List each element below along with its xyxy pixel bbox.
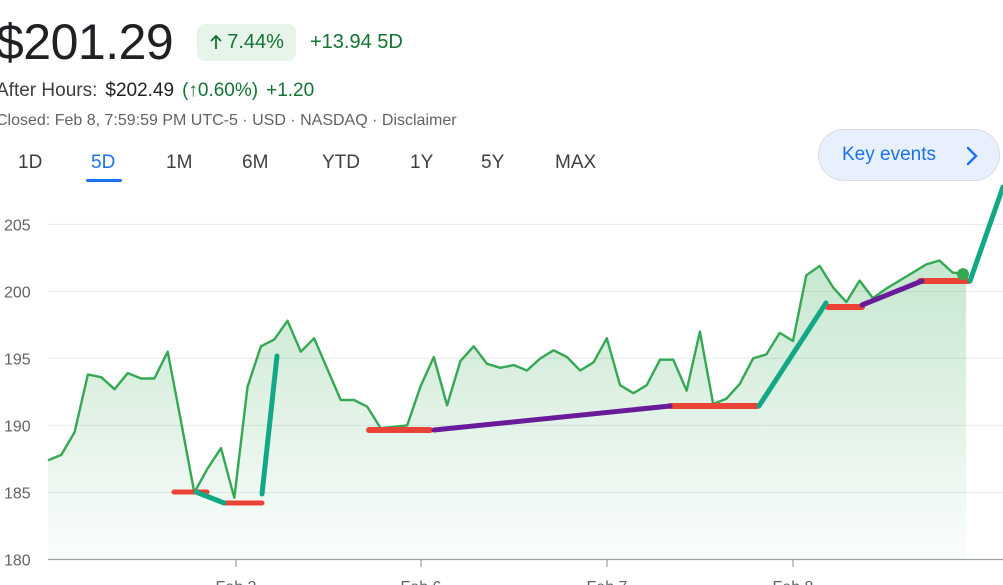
teal-move-marker bbox=[756, 300, 829, 409]
teal-move-marker bbox=[967, 184, 1003, 284]
tab-1y[interactable]: 1Y bbox=[410, 152, 434, 173]
x-tick-label: Feb 2 bbox=[216, 579, 257, 585]
y-tick-label: 200 bbox=[4, 284, 31, 301]
y-axis-ticks: 180 185 190 195 200 205 bbox=[4, 217, 31, 569]
current-price-dot bbox=[957, 268, 969, 281]
x-tick-label: Feb 8 bbox=[773, 579, 814, 585]
y-tick-label: 195 bbox=[4, 351, 31, 368]
market-status-line: Closed: Feb 8, 7:59:59 PM UTC-5 · USD · … bbox=[0, 112, 457, 129]
after-hours-row: After Hours: $202.49 (↑0.60%) +1.20 bbox=[0, 80, 314, 102]
purple-trend-marker bbox=[859, 278, 925, 308]
change-percent: 7.44% bbox=[227, 30, 284, 53]
after-hours-price: $202.49 bbox=[105, 80, 175, 101]
arrow-up-icon bbox=[210, 34, 222, 49]
key-events-label: Key events bbox=[842, 144, 936, 165]
teal-move-marker bbox=[193, 489, 227, 506]
purple-trend-marker bbox=[431, 403, 673, 433]
x-tick-label: Feb 6 bbox=[401, 579, 442, 585]
after-hours-label: After Hours: bbox=[0, 80, 98, 101]
x-axis-ticks: Feb 2 Feb 6 Feb 7 Feb 8 bbox=[216, 560, 814, 585]
key-events-button[interactable]: Key events bbox=[818, 129, 1000, 181]
change-percent-badge: 7.44% bbox=[197, 23, 296, 61]
y-tick-label: 180 bbox=[4, 553, 31, 570]
tab-1m[interactable]: 1M bbox=[166, 152, 193, 173]
tab-max[interactable]: MAX bbox=[555, 152, 597, 173]
after-hours-change: +1.20 bbox=[266, 80, 315, 101]
price-header: $201.29 7.44% +13.94 5D bbox=[0, 12, 403, 72]
y-tick-label: 190 bbox=[4, 418, 31, 435]
tab-ytd[interactable]: YTD bbox=[322, 152, 360, 173]
after-hours-percent: (↑0.60%) bbox=[182, 80, 259, 101]
y-tick-label: 205 bbox=[4, 217, 31, 234]
tab-1d[interactable]: 1D bbox=[18, 152, 43, 173]
tab-5d[interactable]: 5D bbox=[91, 152, 116, 173]
y-tick-label: 185 bbox=[4, 485, 31, 502]
change-absolute: +13.94 5D bbox=[309, 30, 403, 53]
tab-5y[interactable]: 5Y bbox=[481, 152, 505, 173]
active-tab-indicator bbox=[86, 179, 122, 182]
current-price: $201.29 bbox=[0, 14, 174, 70]
annotation-overlay bbox=[171, 184, 1003, 506]
teal-move-marker bbox=[259, 353, 280, 497]
tab-6m[interactable]: 6M bbox=[242, 152, 269, 173]
chevron-right-icon bbox=[966, 146, 978, 166]
x-tick-label: Feb 7 bbox=[587, 579, 628, 585]
price-line bbox=[47, 259, 967, 499]
